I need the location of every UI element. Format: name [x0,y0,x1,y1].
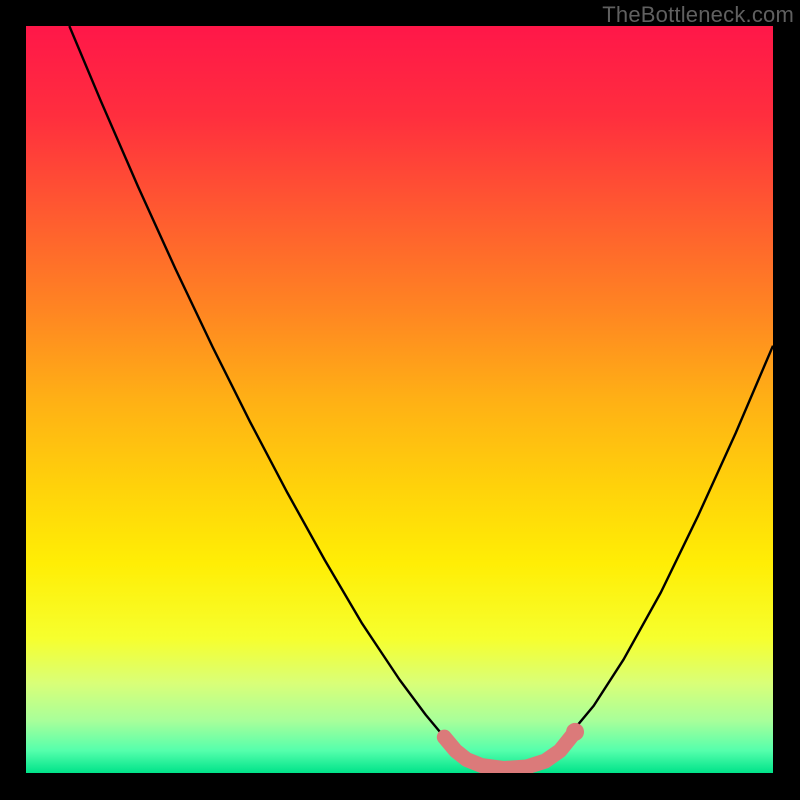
plot-area [26,26,773,773]
chart-frame: TheBottleneck.com [0,0,800,800]
chart-svg [26,26,773,773]
watermark-text: TheBottleneck.com [602,2,794,28]
